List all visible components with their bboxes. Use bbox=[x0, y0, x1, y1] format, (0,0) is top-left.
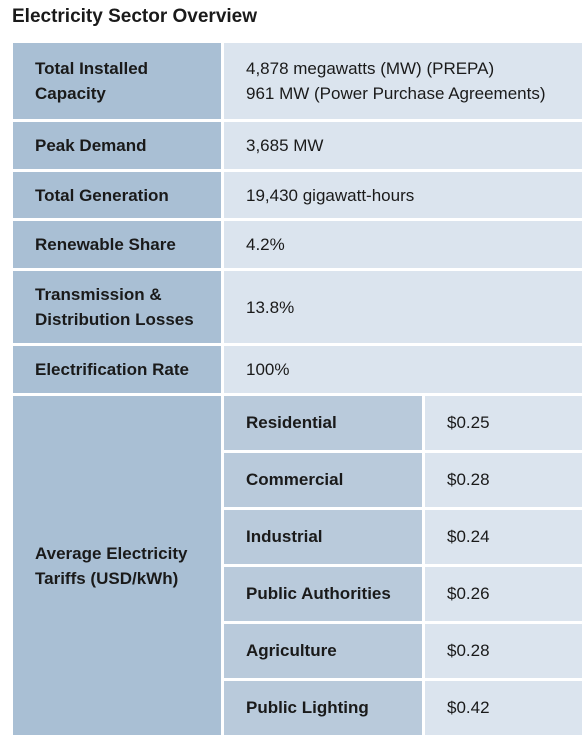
row-value: 4,878 megawatts (MW) (PREPA) 961 MW (Powe… bbox=[224, 43, 582, 119]
row-label: Transmission & Distribution Losses bbox=[13, 271, 221, 343]
sector: Industrial bbox=[224, 510, 422, 564]
row: Peak Demand 3,685 MW bbox=[13, 122, 582, 169]
row-label: Total Installed Capacity bbox=[13, 43, 221, 119]
sector: Public Authorities bbox=[224, 567, 422, 621]
tariff-row: Industrial $0.24 bbox=[13, 510, 582, 564]
sector: Public Lighting bbox=[224, 681, 422, 735]
price: $0.24 bbox=[425, 510, 582, 564]
price: $0.28 bbox=[425, 624, 582, 678]
tariff-label: Average Electricity Tariffs (USD/kWh) bbox=[13, 396, 221, 735]
value-line: 19,430 gigawatt-hours bbox=[246, 185, 415, 205]
row-value: 100% bbox=[224, 346, 582, 393]
sector: Commercial bbox=[224, 453, 422, 507]
row: Total Generation 19,430 gigawatt-hours bbox=[13, 172, 582, 218]
tariff-row: Public Authorities $0.26 bbox=[13, 567, 582, 621]
price: $0.42 bbox=[425, 681, 582, 735]
price: $0.28 bbox=[425, 453, 582, 507]
value-line: 13.8% bbox=[246, 297, 295, 317]
price: $0.25 bbox=[425, 396, 582, 450]
row: Renewable Share 4.2% bbox=[13, 221, 582, 268]
sector: Agriculture bbox=[224, 624, 422, 678]
row-label: Total Generation bbox=[13, 172, 221, 218]
value-line: 4,878 megawatts (MW) (PREPA) bbox=[246, 59, 495, 78]
row: Electrification Rate 100% bbox=[13, 346, 582, 393]
row-label: Renewable Share bbox=[13, 221, 221, 268]
row-label: Electrification Rate bbox=[13, 346, 221, 393]
sector: Residential bbox=[224, 396, 422, 450]
value-line: 4.2% bbox=[246, 235, 285, 254]
row-value: 13.8% bbox=[224, 271, 582, 343]
row: Total Installed Capacity 4,878 megawatts … bbox=[13, 43, 582, 119]
value-line: 3,685 MW bbox=[246, 136, 324, 155]
tariff-row: Public Lighting $0.42 bbox=[13, 681, 582, 735]
row-value: 3,685 MW bbox=[224, 122, 582, 169]
title: Electricity Sector Overview bbox=[12, 6, 258, 27]
row-label: Peak Demand bbox=[13, 122, 221, 169]
value-line: 961 MW (Power Purchase Agreements) bbox=[246, 84, 546, 103]
row: Transmission & Distribution Losses 13.8% bbox=[13, 271, 582, 343]
tariff-row: Average Electricity Tariffs (USD/kWh) Res… bbox=[13, 396, 582, 735]
overview-table: Total Installed Capacity 4,878 megawatts … bbox=[10, 40, 585, 738]
value-line: 100% bbox=[246, 360, 290, 379]
row-value: 4.2% bbox=[224, 221, 582, 268]
tariff-row: Agriculture $0.28 bbox=[13, 624, 582, 678]
row-value: 19,430 gigawatt-hours bbox=[224, 172, 582, 218]
price: $0.26 bbox=[425, 567, 582, 621]
tariff-row: Commercial $0.28 bbox=[13, 453, 582, 507]
